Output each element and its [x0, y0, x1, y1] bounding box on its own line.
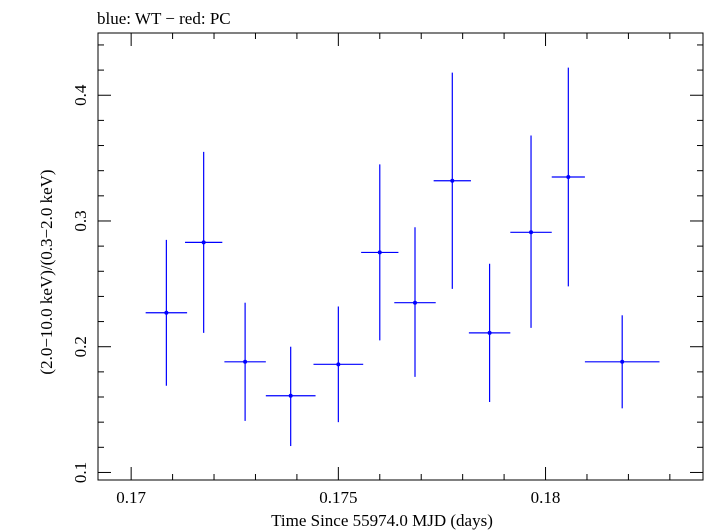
data-point: [145, 239, 188, 386]
point-marker: [288, 393, 293, 398]
data-point: [510, 135, 552, 328]
point-marker: [620, 359, 625, 364]
point-marker: [529, 230, 534, 235]
data-point: [265, 346, 316, 447]
point-marker: [377, 250, 382, 255]
data-point: [551, 67, 585, 287]
chart-title: blue: WT − red: PC: [97, 9, 231, 28]
data-points: [145, 67, 660, 447]
x-tick-label: 0.175: [319, 488, 357, 507]
point-marker: [164, 310, 169, 315]
point-marker: [450, 178, 455, 183]
plot-frame: [97, 32, 704, 481]
x-axis-label: Time Since 55974.0 MJD (days): [271, 511, 493, 530]
y-tick-label: 0.3: [71, 210, 90, 231]
point-marker: [201, 240, 206, 245]
point-marker: [413, 300, 418, 305]
data-point: [394, 227, 436, 377]
data-point: [313, 306, 364, 423]
data-point: [433, 72, 471, 289]
axis-ticks: 0.17 0.175 0.18 0.1 0.2 0.3 0.4: [71, 33, 703, 507]
data-point: [185, 151, 223, 333]
x-tick-label: 0.17: [116, 488, 146, 507]
point-marker: [566, 174, 571, 179]
data-point: [468, 263, 511, 403]
data-point: [584, 315, 660, 409]
x-tick-label: 0.18: [531, 488, 561, 507]
data-point: [361, 164, 399, 341]
point-marker: [336, 362, 341, 367]
y-tick-label: 0.1: [71, 462, 90, 483]
y-tick-label: 0.2: [71, 336, 90, 357]
point-marker: [487, 330, 492, 335]
point-marker: [243, 359, 248, 364]
y-tick-label: 0.4: [71, 84, 90, 106]
data-point: [224, 302, 266, 421]
y-axis-label: (2.0−10.0 keV)/(0.3−2.0 keV): [37, 169, 56, 374]
